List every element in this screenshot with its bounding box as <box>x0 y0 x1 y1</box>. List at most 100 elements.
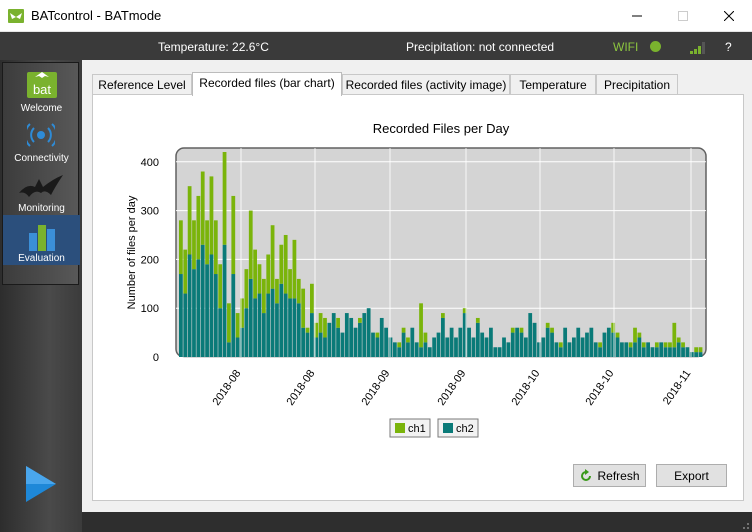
bar-ch2 <box>231 274 236 357</box>
svg-text:bat: bat <box>33 82 51 97</box>
bar-ch2 <box>567 342 572 357</box>
bar-ch2 <box>572 337 576 357</box>
close-button[interactable] <box>706 0 752 31</box>
bar-ch1 <box>637 332 642 338</box>
bar-ch1 <box>676 337 681 343</box>
bar-ch1 <box>213 220 218 275</box>
minimize-button[interactable] <box>614 0 660 31</box>
bar-ch2 <box>445 337 450 357</box>
bar-ch1 <box>196 195 201 260</box>
bar-ch1 <box>423 332 428 343</box>
title-bar: BATcontrol - BATmode <box>0 0 752 32</box>
bar-ch2 <box>497 347 502 357</box>
bar-ch1 <box>545 322 550 328</box>
bar-ch2 <box>471 337 476 357</box>
bar-ch1 <box>218 264 223 309</box>
bar-ch2 <box>432 337 437 357</box>
wireless-icon <box>27 123 55 147</box>
chart-title: Recorded Files per Day <box>373 121 510 136</box>
precipitation-status: Precipitation: not connected <box>406 40 555 54</box>
bar-ch1 <box>235 313 240 338</box>
bar-ch2 <box>427 347 432 357</box>
signal-strength-icon <box>690 42 705 54</box>
bar-ch1 <box>183 249 188 294</box>
help-button[interactable]: ? <box>725 40 732 54</box>
bar-ch1 <box>375 332 380 338</box>
bar-ch2 <box>615 337 620 357</box>
bar-ch1 <box>318 313 323 333</box>
bar-ch1 <box>244 269 249 309</box>
bar-ch2 <box>362 313 367 357</box>
bar-ch2 <box>598 347 602 357</box>
wifi-status-indicator <box>650 41 661 52</box>
bar-ch1 <box>698 347 703 353</box>
export-button[interactable]: Export <box>656 464 727 487</box>
bar-ch2 <box>213 274 218 357</box>
bar-ch2 <box>253 298 257 357</box>
sidebar-item-welcome[interactable]: bat Welcome <box>3 65 80 115</box>
bar-ch2 <box>528 313 533 357</box>
bar-ch1 <box>296 278 301 304</box>
bar-ch1 <box>253 249 257 299</box>
bar-ch1 <box>301 288 306 328</box>
bar-ch2 <box>620 342 624 357</box>
x-tick-label: 2018-08 <box>284 368 317 408</box>
bar-ch1 <box>288 269 292 299</box>
bar-ch2 <box>672 347 677 357</box>
x-tick-label: 2018-11 <box>661 368 694 407</box>
bar-ch1 <box>663 342 668 348</box>
tab-temperature[interactable]: Temperature <box>510 74 596 94</box>
bar-ch2 <box>585 332 589 357</box>
tab-recorded-files-activity-image[interactable]: Recorded files (activity image) <box>342 74 510 94</box>
tab-reference-level[interactable]: Reference Level <box>92 74 192 94</box>
x-tick-label: 2018-09 <box>359 368 392 408</box>
close-icon <box>724 10 734 21</box>
bar-ch2 <box>275 303 279 357</box>
refresh-button[interactable]: Refresh <box>573 464 646 487</box>
bar-ch2 <box>301 327 306 357</box>
bar-ch1 <box>628 342 633 348</box>
bar-ch1 <box>694 347 699 353</box>
bar-ch2 <box>685 347 690 357</box>
bar-ch1 <box>200 171 205 245</box>
wifi-label: WIFI <box>613 40 639 54</box>
bar-ch1 <box>668 342 672 348</box>
sidebar-item-monitoring[interactable]: Monitoring <box>3 165 80 215</box>
resize-grip-icon[interactable] <box>740 520 750 530</box>
bar-ch2 <box>668 347 672 357</box>
sidebar-item-connectivity[interactable]: Connectivity <box>3 115 80 165</box>
bar-ch1 <box>292 239 297 299</box>
bar-ch2 <box>580 337 585 357</box>
bar-ch1 <box>179 220 183 275</box>
bar-ch2 <box>353 327 358 357</box>
bar-ch1 <box>672 322 677 348</box>
bar-ch2 <box>375 337 380 357</box>
bar-ch2 <box>510 332 515 357</box>
bar-ch2 <box>550 332 554 357</box>
play-icon[interactable] <box>24 464 58 504</box>
sidebar-item-evaluation[interactable]: Evaluation <box>3 215 80 265</box>
refresh-icon <box>581 468 592 481</box>
bar-ch1 <box>336 317 340 328</box>
bar-ch2 <box>261 313 266 357</box>
bar-ch2 <box>314 337 319 357</box>
bat-logo-icon: bat <box>27 72 57 98</box>
bar-ch2 <box>296 303 301 357</box>
maximize-button[interactable] <box>660 0 706 31</box>
bar-ch2 <box>384 327 388 357</box>
bar-ch2 <box>563 327 568 357</box>
x-tick-label: 2018-10 <box>509 368 542 408</box>
legend-swatch-ch2 <box>443 423 453 433</box>
bar-ch2 <box>288 298 292 357</box>
bottom-bar <box>82 512 752 532</box>
tab-precipitation[interactable]: Precipitation <box>596 74 678 94</box>
bar-ch2 <box>179 274 183 357</box>
bar-ch1 <box>641 342 646 348</box>
bar-ch1 <box>209 176 214 255</box>
temperature-status: Temperature: 22.6°C <box>158 40 269 54</box>
bar-ch2 <box>205 264 209 357</box>
bar-ch2 <box>423 342 428 357</box>
tab-recorded-files-bar-chart[interactable]: Recorded files (bar chart) <box>192 72 342 96</box>
bar-ch2 <box>187 254 192 357</box>
bar-ch1 <box>314 322 319 338</box>
